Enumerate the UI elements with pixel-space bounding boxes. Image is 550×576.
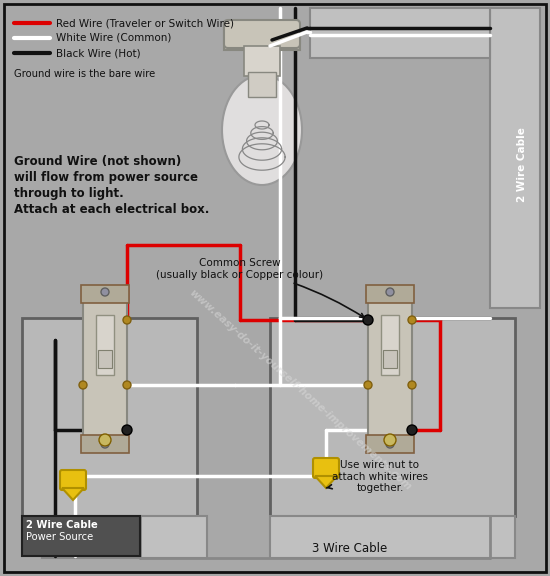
Bar <box>368 295 412 445</box>
Text: White Wire (Common): White Wire (Common) <box>56 33 172 43</box>
Bar <box>248 72 276 97</box>
Circle shape <box>407 425 417 435</box>
Text: Power Source: Power Source <box>26 532 94 542</box>
Text: 2 Wire Cable: 2 Wire Cable <box>26 520 98 530</box>
Bar <box>42 516 207 558</box>
Text: Common Screw
(usually black or Copper colour): Common Screw (usually black or Copper co… <box>156 258 364 317</box>
Bar <box>270 516 515 558</box>
Ellipse shape <box>222 75 302 185</box>
Bar <box>366 435 414 453</box>
Circle shape <box>79 381 87 389</box>
Polygon shape <box>62 488 84 500</box>
Circle shape <box>384 434 396 446</box>
Circle shape <box>363 315 373 325</box>
Text: 2 Wire Cable: 2 Wire Cable <box>517 127 527 202</box>
Bar <box>22 318 197 516</box>
Text: 3 Wire Cable: 3 Wire Cable <box>312 541 388 555</box>
Bar <box>366 285 414 303</box>
Circle shape <box>101 440 109 448</box>
Text: Use wire nut to
attach white wires
together.: Use wire nut to attach white wires toget… <box>327 460 428 493</box>
Polygon shape <box>315 476 337 488</box>
Bar <box>244 46 280 76</box>
Bar <box>224 28 300 50</box>
Text: Black Wire (Hot): Black Wire (Hot) <box>56 48 141 58</box>
Circle shape <box>386 440 394 448</box>
FancyBboxPatch shape <box>224 20 300 48</box>
Bar <box>383 350 397 368</box>
Text: Attach at each electrical box.: Attach at each electrical box. <box>14 203 210 216</box>
Circle shape <box>123 381 131 389</box>
Bar <box>83 295 127 445</box>
Bar <box>270 318 515 516</box>
Text: Ground wire is the bare wire: Ground wire is the bare wire <box>14 69 155 79</box>
Circle shape <box>408 316 416 324</box>
Circle shape <box>101 288 109 296</box>
Circle shape <box>364 381 372 389</box>
FancyBboxPatch shape <box>313 458 339 478</box>
Circle shape <box>99 434 111 446</box>
Text: through to light.: through to light. <box>14 187 124 200</box>
Bar <box>98 350 112 368</box>
Bar <box>310 8 490 58</box>
Bar <box>22 516 140 556</box>
Bar <box>490 8 540 308</box>
Circle shape <box>386 288 394 296</box>
Text: www.easy-do-it-yourself-home-improvements.com: www.easy-do-it-yourself-home-improvement… <box>187 287 413 492</box>
Circle shape <box>408 381 416 389</box>
Bar <box>381 315 399 375</box>
Text: Ground Wire (not shown): Ground Wire (not shown) <box>14 155 182 168</box>
Circle shape <box>122 425 132 435</box>
Text: will flow from power source: will flow from power source <box>14 171 198 184</box>
Circle shape <box>123 316 131 324</box>
FancyBboxPatch shape <box>60 470 86 490</box>
Bar <box>81 435 129 453</box>
Bar <box>81 285 129 303</box>
Text: Red Wire (Traveler or Switch Wire): Red Wire (Traveler or Switch Wire) <box>56 18 234 28</box>
Bar <box>96 315 114 375</box>
